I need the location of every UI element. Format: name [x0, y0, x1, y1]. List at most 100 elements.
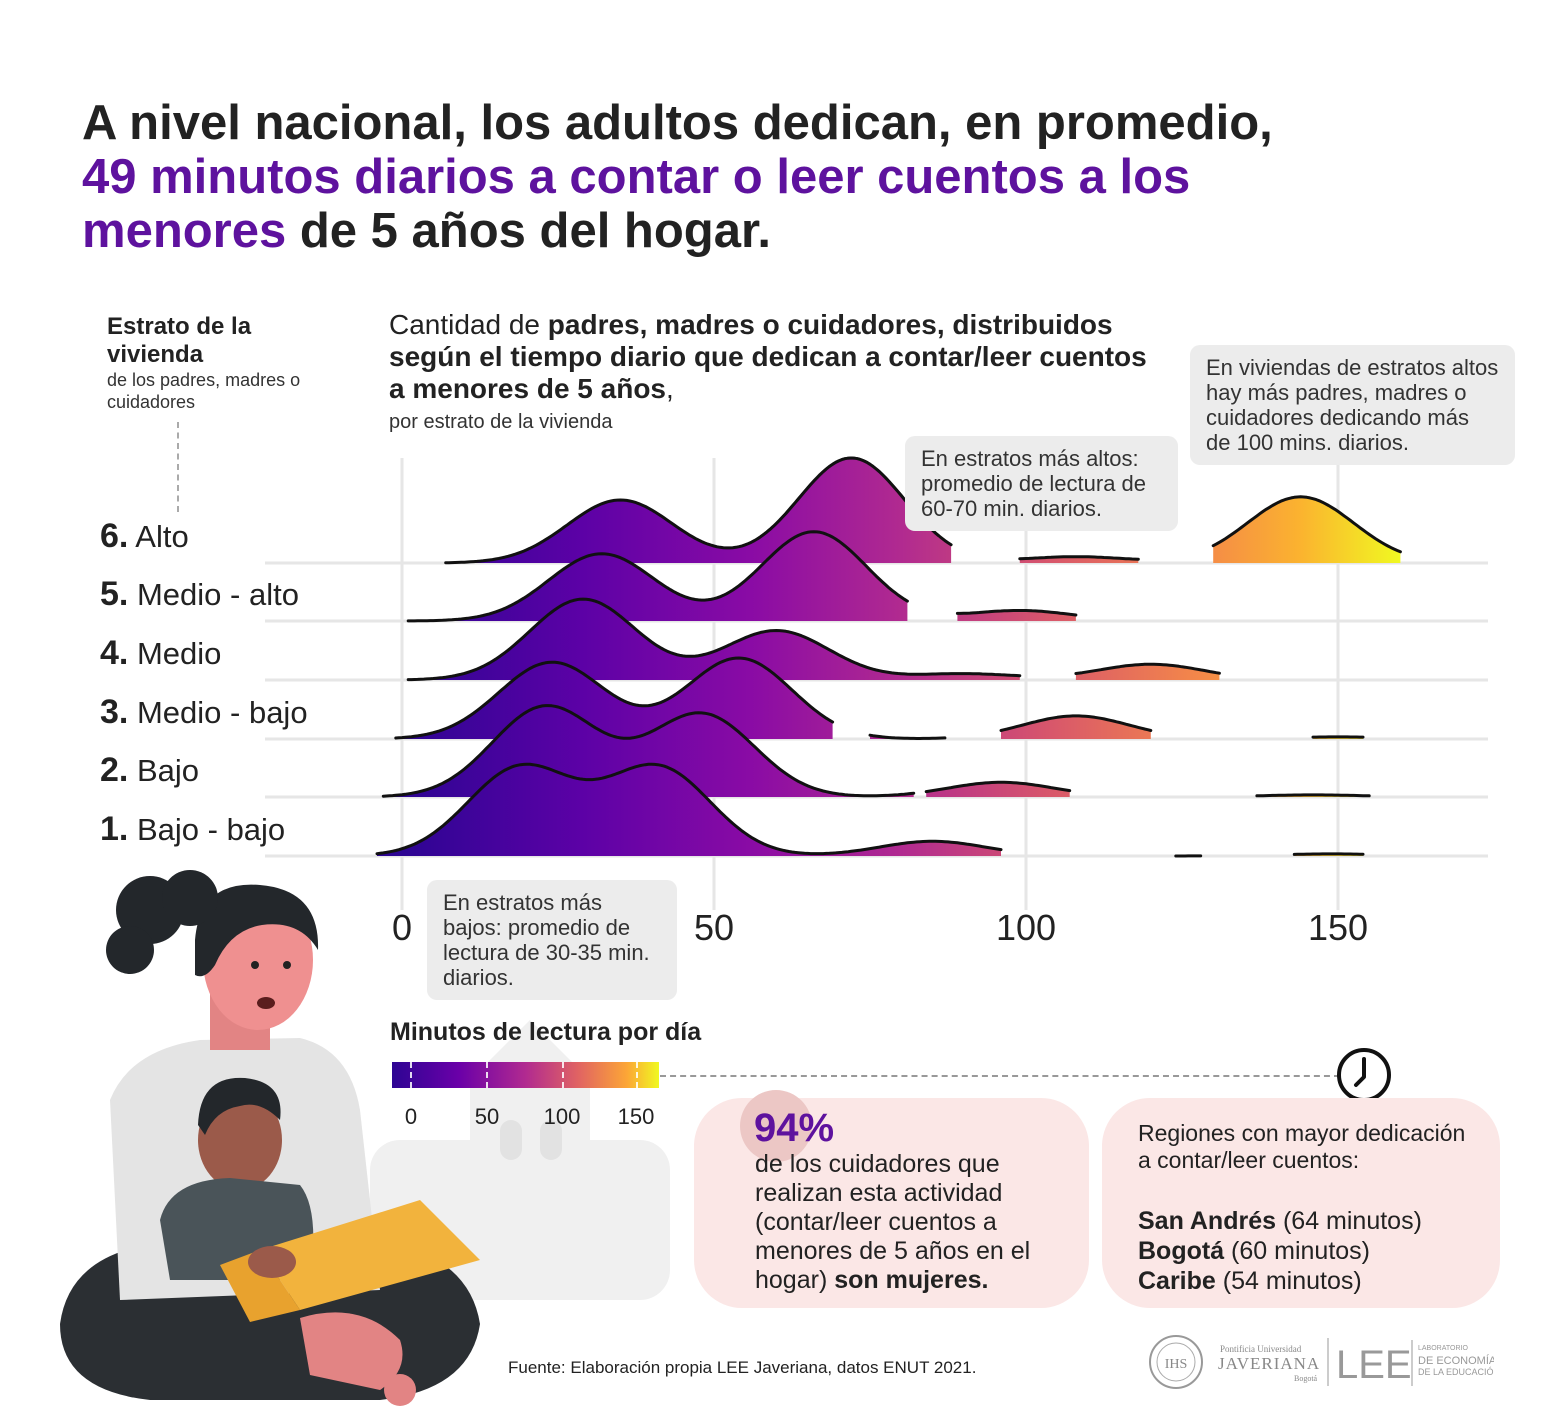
stratum-number: 1.: [100, 810, 129, 848]
stat-description: de los cuidadores que realizan esta acti…: [755, 1150, 1073, 1295]
stratum-number: 3.: [100, 693, 129, 731]
seal-text: IHS: [1165, 1357, 1188, 1372]
legend-tick: [486, 1062, 488, 1088]
stratum-number: 5.: [100, 575, 129, 613]
region-item: Caribe (54 minutos): [1138, 1266, 1422, 1296]
lab-top: LABORATORIO: [1418, 1345, 1468, 1352]
stratum-number: 6.: [100, 517, 129, 555]
chart-subtitle-pre: Cantidad de: [389, 309, 548, 340]
stat-description-bold: son mujeres.: [834, 1266, 989, 1294]
lab-line2: DE LA EDUCACIÓN: [1418, 1367, 1494, 1377]
ridge-outline: [381, 704, 916, 798]
stratum-name: Medio - alto: [128, 577, 299, 612]
callout-high-strata: En estratos más altos: promedio de lectu…: [905, 436, 1178, 531]
ridge-area: [1075, 664, 1220, 680]
stratum-name: Bajo: [128, 753, 200, 788]
ridge-outline: [1074, 662, 1221, 675]
ridge-outline: [406, 597, 1022, 682]
ridge-area: [408, 599, 1020, 680]
strato-header-subtitle: de los padres, madres o cuidadores: [107, 370, 301, 412]
ridge-medio-bajo: [394, 656, 1365, 740]
university-name: JAVERIANA: [1218, 1354, 1320, 1373]
stratum-name: Bajo - bajo: [128, 812, 286, 847]
strato-header: Estrato de la vivienda de los padres, ma…: [107, 313, 347, 413]
stratum-label: 6. Alto: [100, 517, 189, 556]
ridge-bajo-bajo: [375, 762, 1365, 858]
stratum-label: 2. Bajo: [100, 751, 199, 790]
ridge-outline: [1255, 793, 1371, 798]
ridge-outline: [924, 780, 1072, 794]
legend-title: Minutos de lectura por día: [390, 1018, 702, 1046]
lab-line1: DE ECONOMÍA: [1418, 1354, 1494, 1367]
ridge-area: [1001, 715, 1151, 739]
lee-logo-text: LEE: [1336, 1343, 1412, 1387]
region-value: (60 minutos): [1224, 1237, 1370, 1265]
legend-label-150: 150: [617, 1104, 655, 1129]
strato-header-title: Estrato de la vivienda: [107, 313, 252, 368]
region-item: San Andrés (64 minutos): [1138, 1206, 1422, 1236]
callout-low-strata: En estratos más bajos: promedio de lectu…: [427, 880, 677, 1000]
university-top: Pontificia Universidad: [1220, 1344, 1302, 1354]
ridge-area: [1213, 496, 1401, 563]
regions-intro: Regiones con mayor dedicación a contar/l…: [1138, 1120, 1466, 1173]
stratum-name: Medio: [128, 636, 222, 671]
logos: IHS Pontificia Universidad JAVERIANA Bog…: [1149, 1335, 1494, 1389]
ridgeline-chart: 0 50 100 150: [265, 456, 1488, 948]
legend-label-50: 50: [474, 1104, 500, 1129]
ridge-area: [395, 658, 833, 739]
strato-header-connector: [177, 422, 179, 512]
university-city: Bogotá: [1294, 1374, 1318, 1383]
stratum-label: 4. Medio: [100, 634, 221, 673]
ridge-outline: [1292, 852, 1365, 856]
page-headline: A nivel nacional, los adultos dedican, e…: [82, 96, 1282, 258]
callout-high-more: En viviendas de estratos altos hay más p…: [1190, 345, 1515, 465]
ridge-outline: [999, 714, 1153, 732]
legend-color-bar: [392, 1062, 659, 1088]
stratum-number: 2.: [100, 751, 129, 789]
legend-tick: [410, 1062, 412, 1088]
region-name: Caribe: [1138, 1267, 1216, 1295]
clock-icon: [1337, 1048, 1391, 1102]
x-tick-label: 50: [694, 907, 734, 948]
headline-part2: de 5 años del hogar.: [286, 204, 771, 258]
ridge-outline: [406, 530, 909, 623]
legend-label-0: 0: [404, 1104, 418, 1129]
ridge-area: [408, 531, 908, 621]
ridge-outline: [955, 609, 1078, 617]
x-tick-label: 150: [1308, 907, 1368, 948]
region-name: Bogotá: [1138, 1237, 1225, 1265]
regions-card: [1102, 1098, 1500, 1308]
chart-subtitle-small: por estrato de la vivienda: [389, 411, 613, 433]
source-note: Fuente: Elaboración propia LEE Javeriana…: [508, 1358, 977, 1377]
chart-subtitle-bold: padres, madres o cuidadores, distribuido…: [389, 309, 1147, 404]
region-name: San Andrés: [1138, 1207, 1277, 1235]
stat-description-text: de los cuidadores que realizan esta acti…: [755, 1150, 1031, 1294]
region-value: (54 minutos): [1215, 1267, 1362, 1295]
legend-tick: [636, 1062, 638, 1088]
stratum-label: 3. Medio - bajo: [100, 693, 308, 732]
region-item: Bogotá (60 minutos): [1138, 1236, 1422, 1266]
stratum-name: Medio - bajo: [128, 695, 308, 730]
ridge-outline: [868, 733, 947, 740]
regions-list: San Andrés (64 minutos) Bogotá (60 minuto…: [1138, 1206, 1422, 1296]
x-tick-label: 100: [996, 907, 1056, 948]
chart-subtitle-post: ,: [666, 373, 674, 404]
javeriana-seal-logo: IHS: [1149, 1335, 1203, 1389]
stratum-number: 4.: [100, 634, 129, 672]
adult-reading-to-child-illustration: [60, 870, 670, 1406]
ridge-medio: [406, 597, 1221, 682]
chart-subtitle: Cantidad de padres, madres o cuidadores,…: [389, 309, 1169, 435]
stratum-label: 5. Medio - alto: [100, 575, 299, 614]
headline-highlight: 49 minutos diarios a contar o leer cuent…: [82, 150, 1191, 258]
stratum-name: Alto: [128, 519, 189, 554]
stat-percent: 94%: [754, 1106, 835, 1150]
stratum-label: 1. Bajo - bajo: [100, 810, 285, 849]
ridge-outline: [375, 762, 1003, 856]
headline-part1: A nivel nacional, los adultos dedican, e…: [82, 96, 1273, 150]
ridge-area: [377, 764, 1001, 856]
ridge-medio-alto: [406, 530, 1078, 623]
legend-label-100: 100: [543, 1104, 581, 1129]
ridge-outline: [394, 656, 835, 740]
ridge-outline: [1211, 495, 1402, 554]
ridge-outline: [1018, 555, 1140, 561]
